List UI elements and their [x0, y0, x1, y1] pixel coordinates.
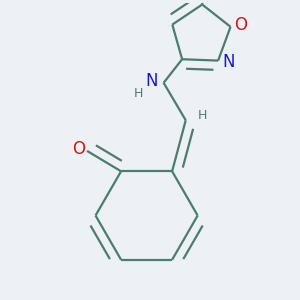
Text: O: O: [72, 140, 85, 158]
Text: N: N: [222, 53, 235, 71]
Text: H: H: [134, 86, 143, 100]
Text: O: O: [234, 16, 247, 34]
Text: H: H: [198, 109, 207, 122]
Text: N: N: [146, 72, 158, 90]
